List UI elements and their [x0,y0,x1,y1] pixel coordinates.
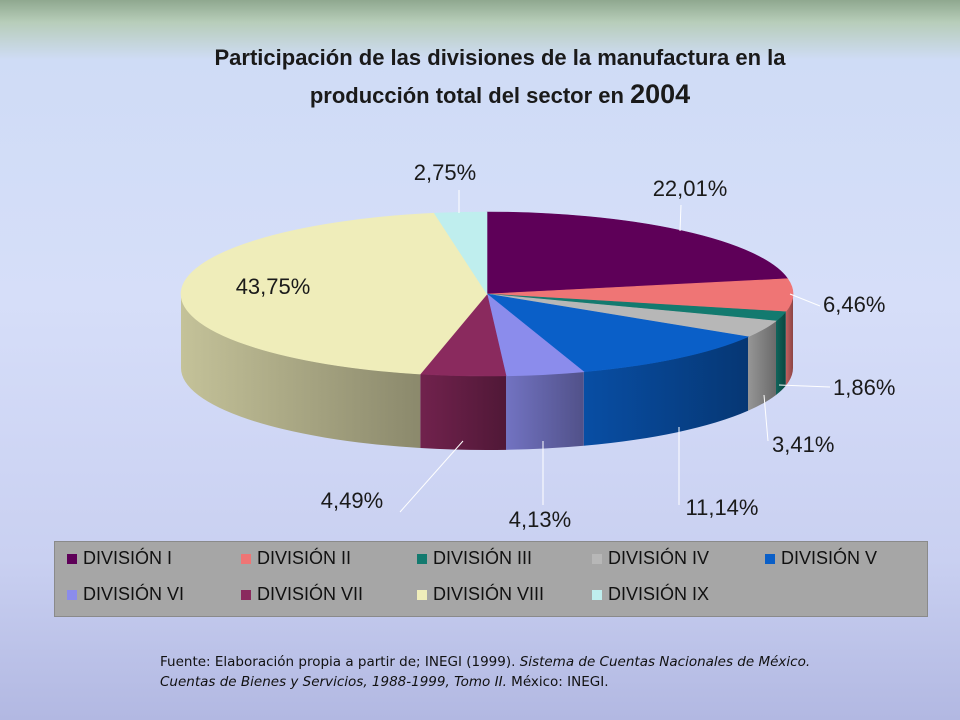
source-note: Fuente: Elaboración propia a partir de; … [160,652,860,692]
pie-side-5 [583,336,749,446]
chart-title: Participación de las divisiones de la ma… [90,40,910,114]
legend-swatch [241,589,251,600]
legend-label: DIVISIÓN II [257,548,352,568]
legend-swatch [592,553,602,564]
legend-label: DIVISIÓN IV [608,548,710,568]
legend-swatch [417,553,427,564]
legend-swatch [592,589,602,600]
legend-item-6: DIVISIÓN VI [67,584,184,605]
data-label-5: 11,14% [686,495,759,520]
pie-slice-5 [485,293,750,373]
legend-swatch [765,553,775,564]
chart-title-year: 2004 [630,79,691,109]
source-italic: Sistema de Cuentas Nacionales de México.… [160,654,811,690]
data-label-1: 22,01% [653,176,728,201]
pie-sides [181,294,794,450]
legend-swatch [67,589,77,600]
legend-swatch [67,553,77,564]
legend-item-3: DIVISIÓN III [417,548,532,569]
data-label-6: 4,13% [509,507,571,532]
data-label-3: 1,86% [833,375,895,400]
pie-slice-9 [433,211,488,296]
legend-item-7: DIVISIÓN VII [241,584,363,605]
pie-side-7 [420,374,507,450]
pie-side-3 [776,311,786,395]
legend-label: DIVISIÓN VIII [433,584,545,604]
legend-label: DIVISIÓN V [781,548,878,568]
legend-item-9: DIVISIÓN IX [592,584,709,605]
data-label-7: 4,49% [321,488,383,513]
pie-slice-1 [486,211,789,295]
pie-labels: 22,01% 6,46% 1,86% 3,41% 11,14% 4,13% 4,49% 43,… [236,160,896,532]
chart-title-line2: producción total del sector en 2004 [90,76,910,114]
data-label-4: 3,41% [772,432,834,457]
chart-title-line1: Participación de las divisiones de la ma… [214,45,786,70]
legend-item-4: DIVISIÓN IV [592,548,709,569]
data-label-9: 2,75% [414,160,476,185]
data-label-8: 43,75% [236,274,311,299]
pie-slice-8 [180,212,488,375]
data-label-2: 6,46% [823,292,885,317]
legend-item-2: DIVISIÓN II [241,548,351,569]
pie-side-8 [181,294,421,449]
source-prefix: Fuente: Elaboración propia a partir de; … [160,654,516,670]
legend-label: DIVISIÓN I [83,548,173,568]
legend-swatch [241,553,251,564]
chart-legend: DIVISIÓN I DIVISIÓN II DIVISIÓN III DIVISIÓ… [54,541,928,617]
pie-side-4 [748,320,777,411]
chart-title-line2-text: producción total del sector en [309,83,624,108]
pie-side-6 [506,371,584,450]
legend-item-5: DIVISIÓN V [765,548,877,569]
leader-line-1 [679,204,682,232]
legend-item-1: DIVISIÓN I [67,548,172,569]
pie-side-2 [785,294,794,386]
pie-top [180,211,794,377]
legend-label: DIVISIÓN IX [608,584,710,604]
leader-line-7 [399,440,464,513]
source-suffix: México: INEGI. [511,674,609,690]
legend-label: DIVISIÓN VII [257,584,364,604]
pie-chart: 22,01% 6,46% 1,86% 3,41% 11,14% 4,13% 4,49% 43,… [180,160,896,532]
legend-swatch [417,589,427,600]
leader-line-3 [778,384,831,388]
legend-label: DIVISIÓN III [433,548,533,568]
legend-item-8: DIVISIÓN VIII [417,584,544,605]
legend-label: DIVISIÓN VI [83,584,185,604]
leader-line-4 [763,394,769,442]
leader-line-2 [789,293,821,307]
